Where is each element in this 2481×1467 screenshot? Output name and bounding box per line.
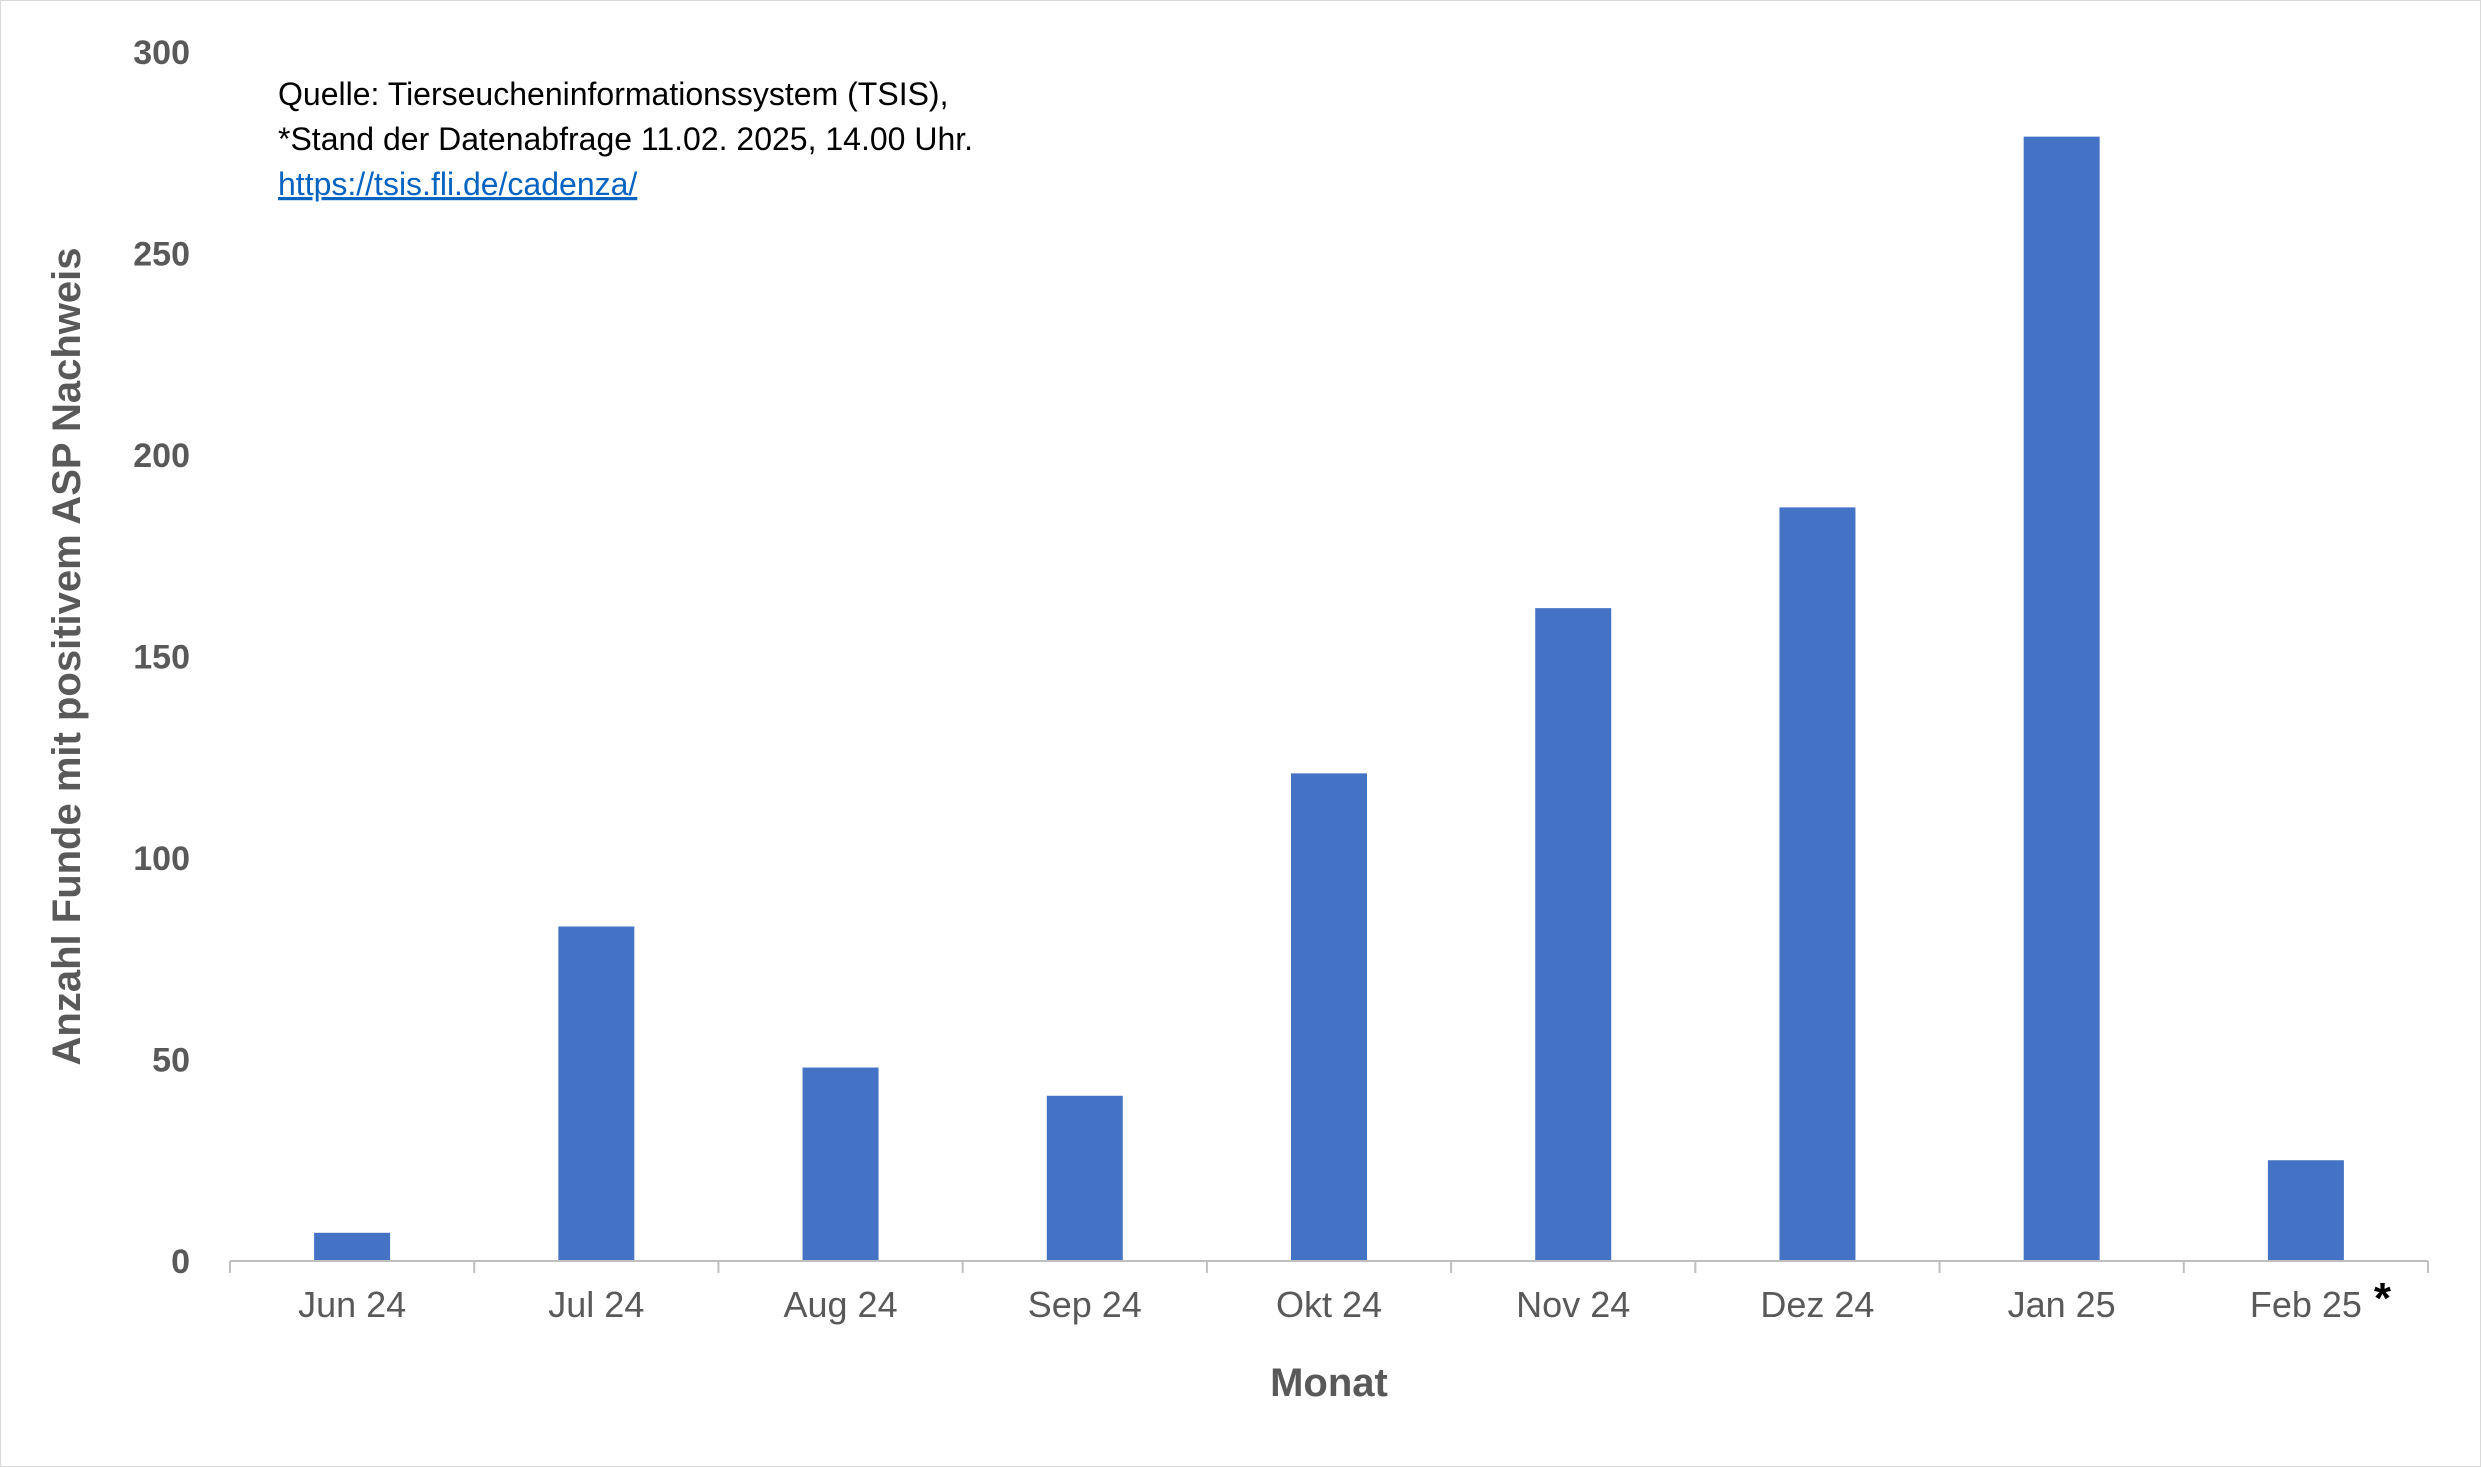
bar xyxy=(2023,136,2100,1261)
bar xyxy=(1046,1095,1123,1261)
x-tick-label: Jan 25 xyxy=(2008,1284,2116,1325)
x-tick-label: Feb 25 xyxy=(2250,1284,2362,1325)
y-tick-label: 150 xyxy=(133,639,190,677)
x-tick-label: Sep 24 xyxy=(1028,1284,1142,1325)
bar xyxy=(1535,608,1612,1261)
x-tick-label: Aug 24 xyxy=(784,1284,898,1325)
y-tick-label: 50 xyxy=(152,1042,190,1080)
bar xyxy=(802,1067,879,1261)
y-axis-ticks: 0 50 100 150 200 250 300 xyxy=(133,34,190,1281)
x-tick-label: Nov 24 xyxy=(1516,1284,1630,1325)
source-link[interactable]: https://tsis.fli.de/cadenza/ xyxy=(278,166,637,202)
y-tick-label: 250 xyxy=(133,236,190,274)
bar xyxy=(2267,1160,2344,1261)
bar xyxy=(558,926,635,1261)
y-axis-title: Anzahl Funde mit positivem ASP Nachweis xyxy=(45,248,89,1066)
source-note-line-2: *Stand der Datenabfrage 11.02. 2025, 14.… xyxy=(278,121,973,157)
x-tick-label: Dez 24 xyxy=(1760,1284,1874,1325)
x-tick-label: Jun 24 xyxy=(298,1284,406,1325)
x-axis-title: Monat xyxy=(1270,1361,1388,1405)
y-tick-label: 0 xyxy=(171,1243,190,1281)
bars xyxy=(314,136,2344,1261)
x-tick-label: Jul 24 xyxy=(548,1284,644,1325)
feb-asterisk-marker: * xyxy=(2374,1274,2392,1323)
y-tick-label: 300 xyxy=(133,34,190,72)
bar xyxy=(1779,507,1856,1261)
x-axis-tick-labels: Jun 24 Jul 24 Aug 24 Sep 24 Okt 24 Nov 24 Dez … xyxy=(298,1284,2362,1325)
bar xyxy=(1291,773,1367,1261)
source-note-line-1: Quelle: Tierseucheninformationssystem (T… xyxy=(278,76,948,112)
y-tick-label: 200 xyxy=(133,437,190,475)
y-tick-label: 100 xyxy=(133,840,190,878)
bar xyxy=(314,1232,391,1261)
x-tick-label: Okt 24 xyxy=(1276,1284,1382,1325)
x-axis-ticks xyxy=(229,1261,2429,1273)
